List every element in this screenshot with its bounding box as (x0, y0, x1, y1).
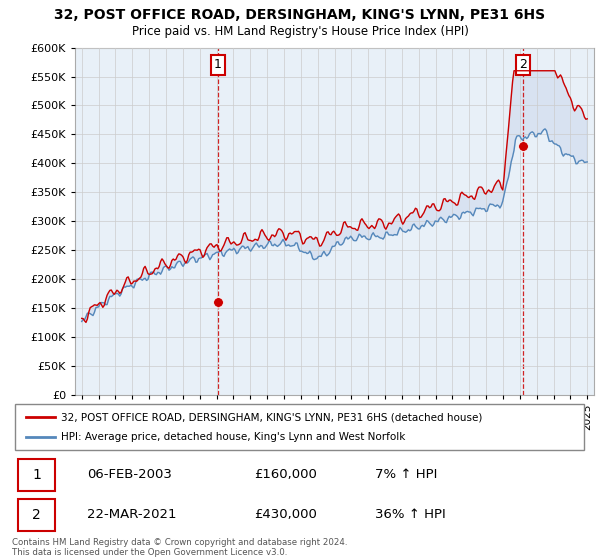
Text: £430,000: £430,000 (254, 508, 317, 521)
FancyBboxPatch shape (15, 404, 584, 450)
Text: 22-MAR-2021: 22-MAR-2021 (87, 508, 176, 521)
Text: 2: 2 (32, 508, 41, 522)
Text: 1: 1 (214, 58, 222, 72)
FancyBboxPatch shape (18, 499, 55, 531)
FancyBboxPatch shape (18, 459, 55, 491)
Text: HPI: Average price, detached house, King's Lynn and West Norfolk: HPI: Average price, detached house, King… (61, 432, 406, 442)
Text: 7% ↑ HPI: 7% ↑ HPI (375, 468, 437, 481)
Text: 36% ↑ HPI: 36% ↑ HPI (375, 508, 446, 521)
Text: 2: 2 (520, 58, 527, 72)
Text: Price paid vs. HM Land Registry's House Price Index (HPI): Price paid vs. HM Land Registry's House … (131, 25, 469, 38)
Text: £160,000: £160,000 (254, 468, 317, 481)
Text: 06-FEB-2003: 06-FEB-2003 (87, 468, 172, 481)
Text: Contains HM Land Registry data © Crown copyright and database right 2024.
This d: Contains HM Land Registry data © Crown c… (12, 538, 347, 557)
Text: 1: 1 (32, 468, 41, 482)
Text: 32, POST OFFICE ROAD, DERSINGHAM, KING'S LYNN, PE31 6HS (detached house): 32, POST OFFICE ROAD, DERSINGHAM, KING'S… (61, 413, 482, 422)
Text: 32, POST OFFICE ROAD, DERSINGHAM, KING'S LYNN, PE31 6HS: 32, POST OFFICE ROAD, DERSINGHAM, KING'S… (55, 8, 545, 22)
